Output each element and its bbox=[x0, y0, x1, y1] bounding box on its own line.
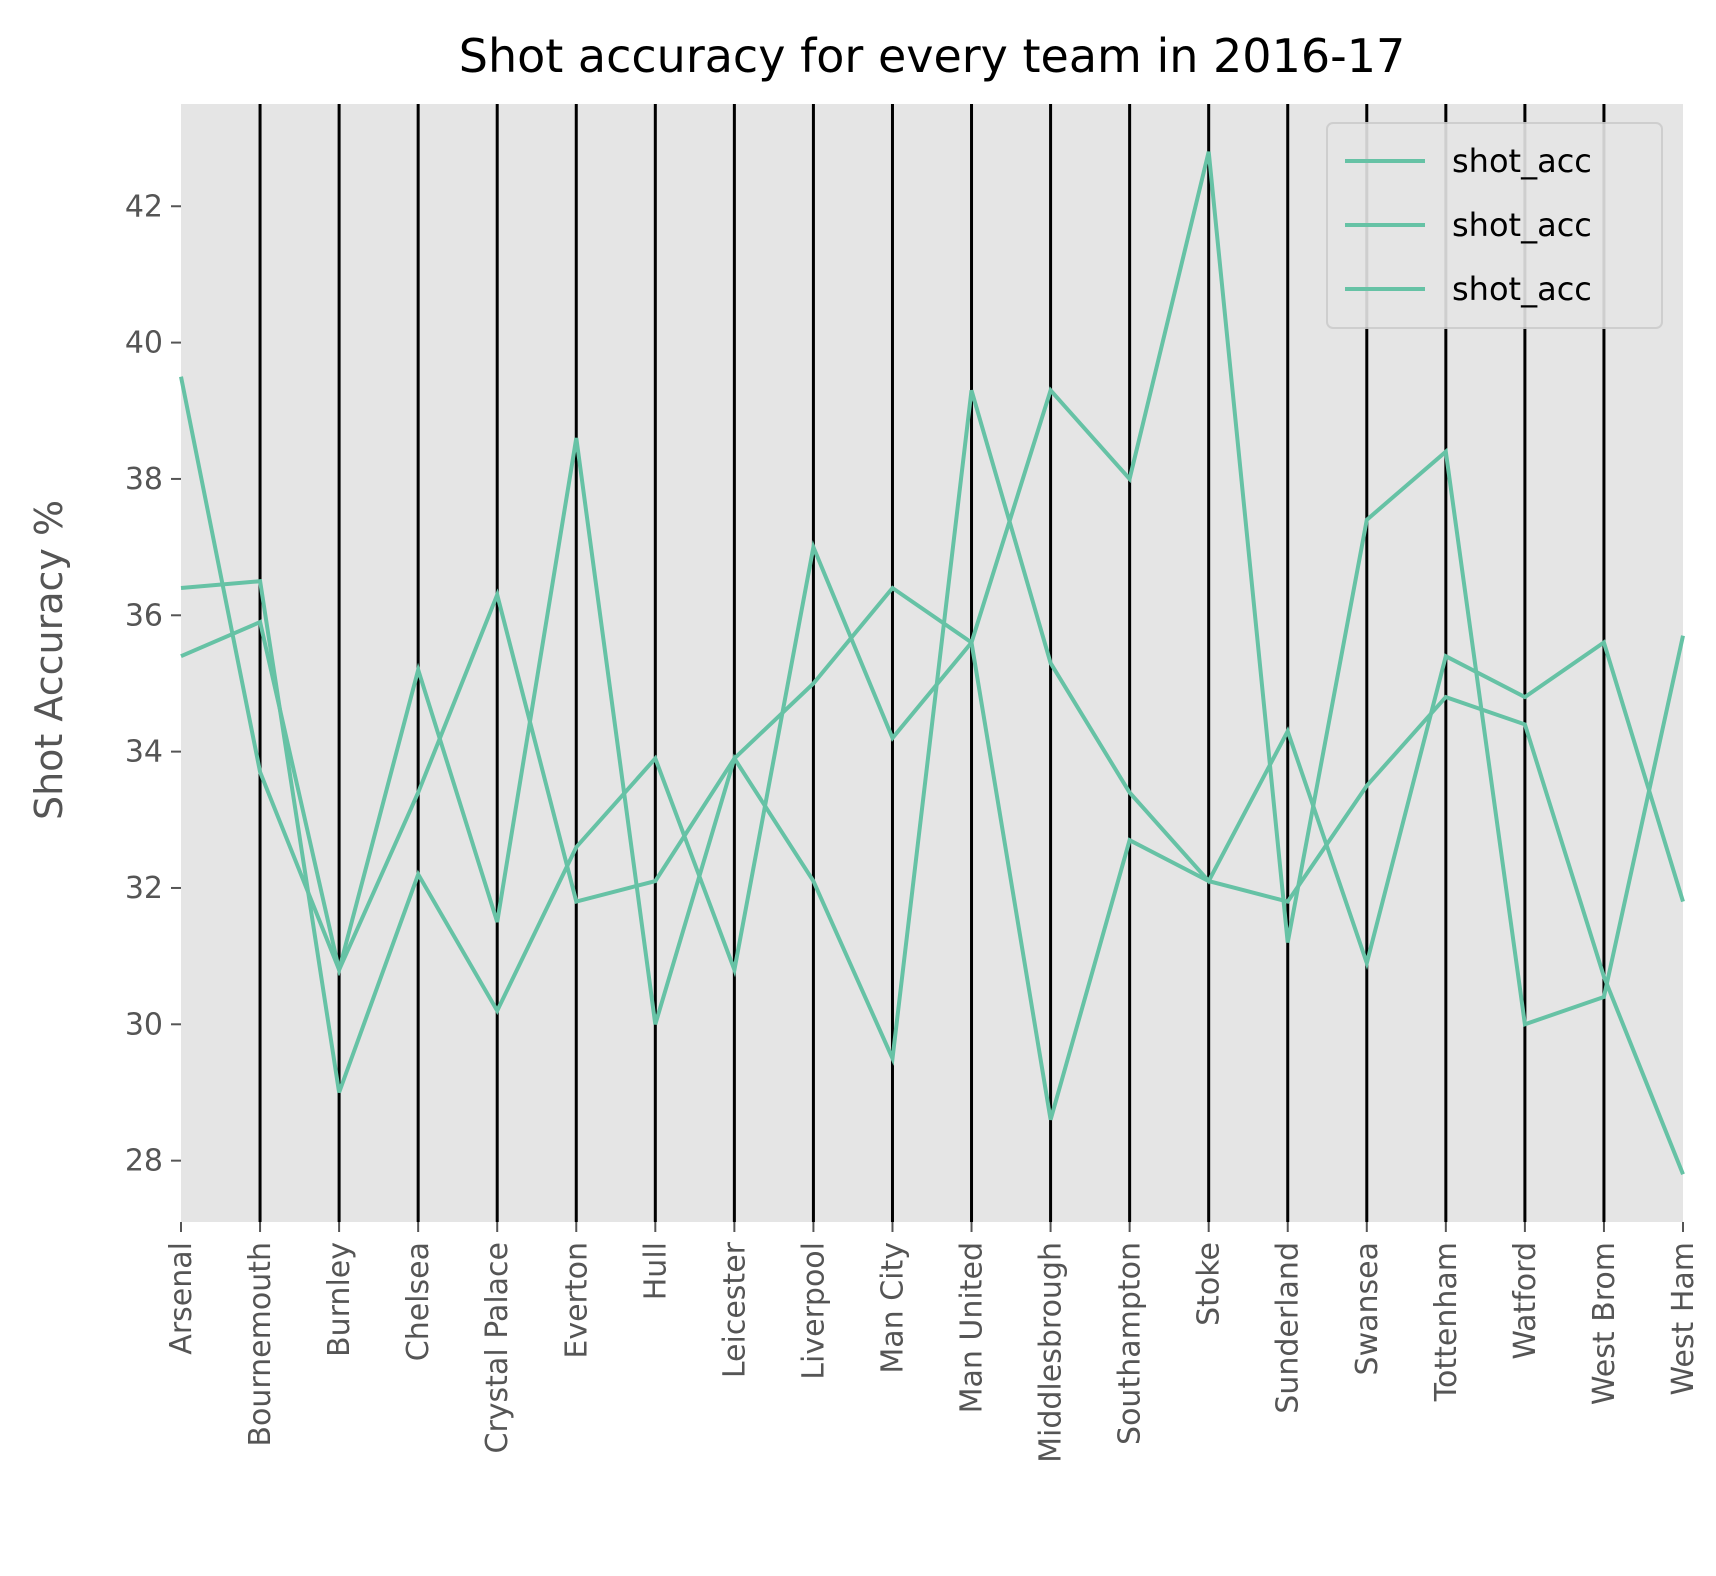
series-line-3 bbox=[180, 585, 1685, 1176]
series-line-2 bbox=[180, 151, 1685, 1094]
x-tick-label: Everton bbox=[559, 1242, 594, 1359]
x-tick-label: Chelsea bbox=[401, 1242, 436, 1361]
x-tick-label: Crystal Palace bbox=[480, 1242, 515, 1453]
y-tick-label: 32 bbox=[125, 871, 163, 906]
legend-label: shot_acc bbox=[1452, 142, 1592, 180]
x-tick-label: Man United bbox=[955, 1242, 990, 1413]
series-line-1 bbox=[179, 376, 1685, 1066]
x-tick-label: West Brom bbox=[1587, 1242, 1622, 1405]
legend-label: shot_acc bbox=[1452, 270, 1592, 308]
legend: shot_acc shot_acc shot_acc bbox=[1326, 122, 1663, 329]
x-tick-label: Watford bbox=[1508, 1242, 1543, 1360]
x-tick-label: Man City bbox=[875, 1242, 910, 1374]
y-tick-label: 36 bbox=[125, 598, 163, 633]
x-tick-label: Sunderland bbox=[1271, 1242, 1306, 1414]
legend-box bbox=[1326, 122, 1663, 329]
x-tick-label: Hull bbox=[638, 1242, 673, 1300]
y-tick-label: 28 bbox=[125, 1144, 163, 1179]
y-tick-label: 30 bbox=[125, 1007, 163, 1042]
x-tick-label: Swansea bbox=[1350, 1242, 1385, 1375]
y-tick-label: 34 bbox=[125, 735, 163, 770]
y-tick-label: 38 bbox=[125, 462, 163, 497]
chart-title: Shot accuracy for every team in 2016-17 bbox=[459, 29, 1405, 83]
x-axis-ticks: Arsenal Bournemouth Burnley Chelsea Crystal … bbox=[164, 1222, 1701, 1463]
x-tick-label: Tottenham bbox=[1429, 1242, 1464, 1402]
y-axis-ticks: 28 30 32 34 36 38 40 42 bbox=[125, 189, 181, 1179]
y-tick-label: 40 bbox=[125, 326, 163, 361]
x-tick-label: Middlesbrough bbox=[1034, 1242, 1069, 1463]
legend-label: shot_acc bbox=[1452, 206, 1592, 244]
x-tick-label: Southampton bbox=[1113, 1242, 1148, 1445]
x-tick-label: Arsenal bbox=[164, 1242, 199, 1355]
y-tick-label: 42 bbox=[125, 189, 163, 224]
x-tick-label: West Ham bbox=[1666, 1242, 1701, 1395]
x-tick-label: Liverpool bbox=[796, 1242, 831, 1380]
x-tick-label: Leicester bbox=[717, 1241, 752, 1378]
y-axis-label: Shot Accuracy % bbox=[27, 500, 71, 820]
series-lines bbox=[179, 151, 1685, 1176]
x-tick-label: Bournemouth bbox=[243, 1242, 278, 1447]
x-tick-label: Stoke bbox=[1192, 1242, 1227, 1326]
x-tick-label: Burnley bbox=[322, 1242, 357, 1357]
